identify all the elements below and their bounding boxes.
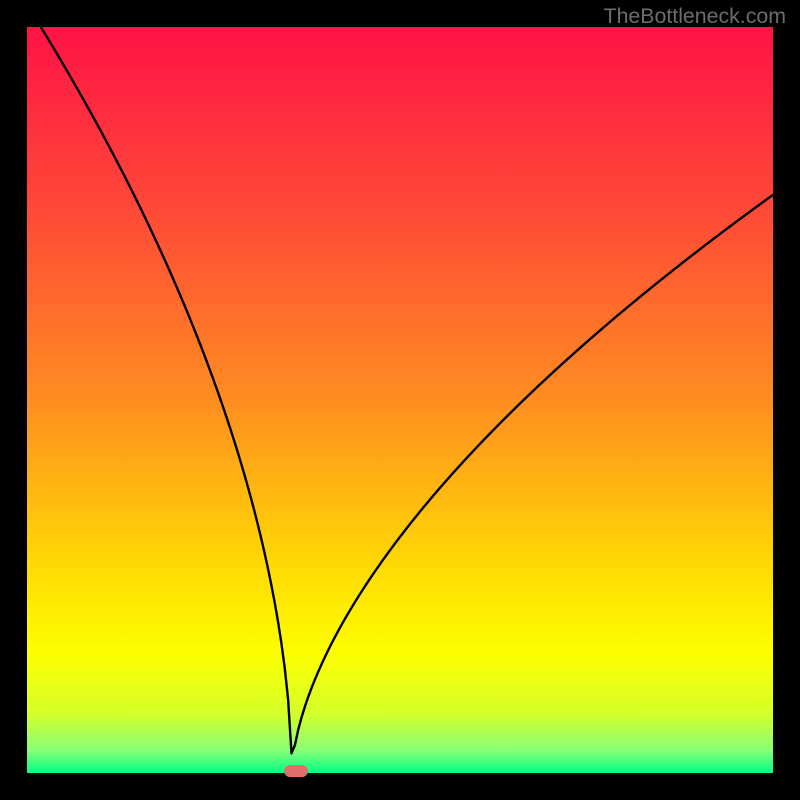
optimal-point-marker xyxy=(284,765,308,777)
bottleneck-curve xyxy=(27,27,773,753)
bottleneck-curve-layer xyxy=(27,27,773,773)
plot-area xyxy=(27,27,773,773)
watermark-text: TheBottleneck.com xyxy=(604,4,786,29)
